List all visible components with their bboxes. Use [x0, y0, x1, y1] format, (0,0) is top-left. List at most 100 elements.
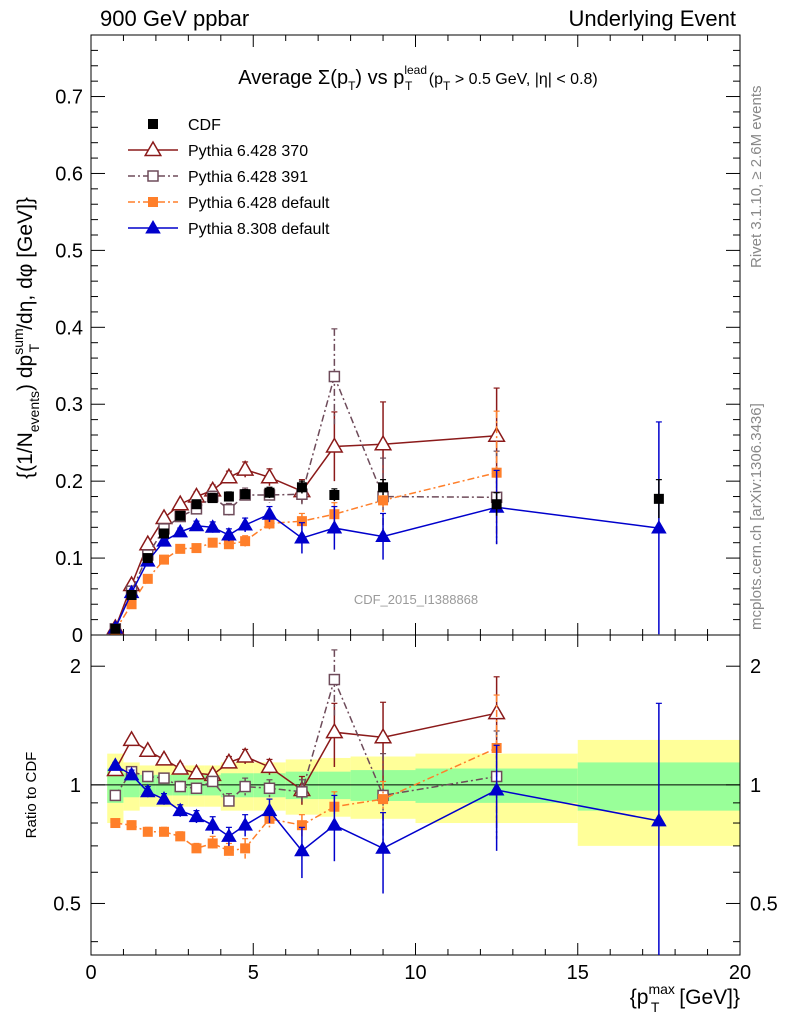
- main-point: [191, 499, 202, 510]
- ratio-point: [236, 746, 255, 763]
- main-point: [110, 623, 121, 634]
- main-point: [373, 434, 393, 451]
- title-part: T: [348, 79, 356, 93]
- ratio-point: [188, 808, 205, 823]
- x-axis-label-text: {pmax T [GeV]}: [630, 981, 740, 1015]
- ratio-y-tick-label-right: 1: [750, 775, 761, 797]
- main-point: [325, 436, 344, 453]
- ylabel-part: sum: [10, 328, 26, 354]
- legend-entry-pythia-6-428-391: Pythia 6.428 391: [128, 169, 308, 186]
- main-y-tick-label: 0.7: [55, 87, 83, 109]
- legend-label: Pythia 6.428 370: [188, 143, 308, 160]
- main-point: [296, 516, 307, 527]
- legend-entry-pythia-6-428-default: Pythia 6.428 default: [128, 195, 330, 212]
- ratio-point: [375, 840, 391, 854]
- title-part: Σ(p: [318, 67, 348, 89]
- main-point: [375, 528, 391, 542]
- x-axis-label: {pmax T [GeV]}: [630, 981, 740, 1015]
- main-point: [156, 533, 172, 547]
- ratio-point: [158, 772, 170, 784]
- header-left-label: 900 GeV ppbar: [100, 6, 250, 31]
- main-point: [175, 510, 186, 521]
- main-point: [219, 467, 239, 484]
- ratio-y-tick-label: 1: [70, 775, 81, 797]
- xlabel-part: [GeV]}: [673, 986, 740, 1009]
- main-point: [326, 520, 343, 534]
- ratio-point: [187, 763, 206, 780]
- main-point: [223, 491, 234, 502]
- ratio-point: [326, 817, 343, 831]
- ratio-point: [159, 826, 170, 837]
- legend-entry-cdf: CDF: [148, 117, 221, 134]
- main-point: [651, 520, 667, 534]
- ratio-point: [378, 794, 389, 805]
- main-y-tick-label: 0.5: [55, 240, 83, 262]
- ratio-point: [294, 842, 310, 857]
- xlabel-part: {p: [630, 986, 649, 1009]
- ratio-point: [174, 780, 186, 793]
- ratio-point: [239, 780, 251, 793]
- ratio-point: [190, 782, 203, 795]
- main-point: [653, 493, 664, 504]
- main-series-cdf: [110, 479, 664, 634]
- ratio-point: [488, 781, 505, 796]
- main-point: [264, 487, 275, 498]
- ratio-point: [261, 802, 278, 817]
- legend-marker: [143, 140, 163, 157]
- ratio-point: [296, 820, 307, 831]
- ratio-point: [172, 802, 189, 817]
- legend-entry-pythia-8-308-default: Pythia 8.308 default: [128, 219, 330, 238]
- ratio-point: [142, 826, 153, 837]
- main-point: [204, 519, 221, 533]
- main-y-tick-label: 0.4: [55, 317, 83, 339]
- main-point: [237, 516, 253, 531]
- title-part: > 0.5 GeV, |η| < 0.8): [450, 71, 597, 88]
- ratio-point: [107, 757, 124, 771]
- ylabel-part: events: [26, 391, 42, 432]
- ratio-y-tick-label: 2: [70, 656, 81, 678]
- legend-marker: [145, 219, 161, 234]
- ratio-y-tick-label-right: 2: [750, 656, 761, 678]
- ratio-x-tick-label: 0: [85, 962, 96, 984]
- main-y-tick-label: 0: [72, 625, 83, 647]
- main-y-label-text: {(1/Nevents) dpsumT/dη, dφ [GeV]}: [10, 197, 42, 479]
- title-part: T: [443, 79, 451, 93]
- ratio-point: [219, 752, 239, 769]
- legend-label: CDF: [188, 117, 221, 134]
- main-y-tick-label: 0.1: [55, 548, 83, 570]
- main-plot-panel: 0 0.1 0.2 0.3 0.4 0.5 0.6 0.7 CDF_2015_I1388868…: [10, 34, 741, 647]
- ratio-point: [223, 795, 235, 807]
- main-y-axis-label: {(1/Nevents) dpsumT/dη, dφ [GeV]}: [10, 197, 42, 479]
- ratio-x-tick-label: 5: [248, 962, 259, 984]
- main-point: [175, 543, 186, 554]
- main-point: [491, 499, 502, 510]
- ratio-x-tick-label: 10: [404, 962, 426, 984]
- ratio-point: [191, 843, 202, 854]
- ylabel-part: T: [26, 343, 42, 352]
- main-point: [240, 536, 251, 547]
- ratio-point: [207, 838, 218, 849]
- main-point: [296, 482, 307, 493]
- main-line-pythia-6-428-391: [114, 374, 497, 630]
- ratio-point: [651, 812, 667, 827]
- main-point: [261, 506, 278, 520]
- ratio-y-tick-label-right: 0.5: [750, 893, 778, 915]
- main-point: [171, 494, 190, 511]
- ratio-point: [156, 791, 172, 805]
- legend-label: Pythia 6.428 default: [188, 195, 330, 212]
- ylabel-part: {(1/N: [14, 432, 37, 479]
- main-point: [142, 573, 153, 584]
- ratio-point: [142, 770, 154, 783]
- ratio-point: [204, 817, 221, 831]
- ratio-point: [175, 831, 186, 842]
- main-axis-ticks: 0 0.1 0.2 0.3 0.4 0.5 0.6 0.7: [55, 34, 741, 647]
- ratio-point: [328, 673, 341, 686]
- title-part: T: [405, 79, 413, 93]
- ratio-point: [260, 757, 279, 774]
- ratio-x-tick-label: 15: [567, 962, 589, 984]
- ratio-point: [206, 775, 219, 788]
- title-part: Average: [238, 67, 318, 89]
- ratio-point: [123, 766, 140, 781]
- main-point: [223, 539, 234, 550]
